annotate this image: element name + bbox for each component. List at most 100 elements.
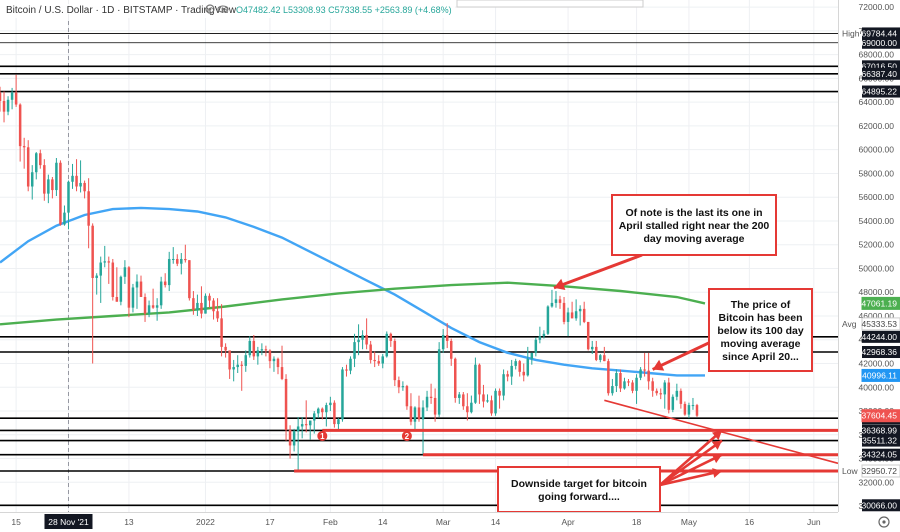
candle: [538, 326, 542, 344]
callout-text: moving average: [721, 338, 801, 350]
candle: [663, 380, 667, 409]
candle: [381, 354, 384, 369]
candle: [526, 346, 530, 377]
level-tag: [862, 434, 900, 447]
candle: [51, 177, 54, 199]
price-tag: [861, 296, 900, 310]
candle: [248, 336, 252, 358]
candle: [224, 343, 227, 358]
candle: [0, 86, 2, 112]
candle: [425, 390, 429, 412]
candle: [260, 343, 264, 356]
crosshair-date-tag: [44, 514, 93, 529]
time-axis-background: [0, 512, 900, 532]
candle: [232, 359, 235, 382]
candle: [204, 293, 207, 314]
candle: [151, 288, 155, 309]
price-tick-label: 46000.00: [859, 311, 895, 321]
candle: [373, 351, 376, 368]
chart-settings-icon[interactable]: [878, 516, 890, 528]
price-axis[interactable]: 30000.0032000.0034000.0036000.0038000.00…: [838, 0, 900, 512]
candle: [256, 346, 260, 365]
candle: [99, 256, 102, 303]
candle: [393, 338, 397, 387]
candle: [43, 159, 46, 201]
candle: [490, 395, 493, 416]
candle: [59, 160, 62, 226]
moving-average-line-2: [0, 281, 706, 326]
candle: [240, 361, 243, 391]
candle: [466, 393, 469, 421]
candle: [542, 330, 546, 339]
time-tick-label: Apr: [561, 517, 574, 527]
candle: [103, 245, 106, 268]
candle: [409, 393, 413, 426]
target-arrow: [659, 429, 723, 486]
candle: [39, 149, 42, 169]
candle: [631, 380, 634, 394]
candle: [155, 298, 159, 321]
candle: [14, 74, 18, 107]
time-axis-labels: 15 28 Nov '21 13 2022 17 Feb 14 Mar 14 Apr 18 May 16…: [11, 514, 821, 529]
candle: [188, 260, 191, 301]
candle: [300, 416, 304, 439]
level-tag-label: 42968.36: [862, 347, 898, 357]
symbol-title[interactable]: Bitcoin / U.S. Dollar · 1D · BITSTAMP · …: [6, 5, 237, 16]
candle: [313, 411, 316, 434]
moving-average-lines: [0, 206, 706, 377]
candle: [550, 289, 554, 308]
time-tick-label: Mar: [436, 517, 451, 527]
candle: [131, 283, 135, 313]
candle: [619, 369, 622, 393]
candle: [216, 298, 219, 322]
candle: [143, 293, 147, 322]
price-tick-label: 54000.00: [859, 216, 895, 226]
candle: [212, 298, 215, 320]
candle: [462, 392, 465, 410]
candle: [308, 420, 312, 440]
level-tag-label: 67016.50: [862, 61, 898, 71]
visibility-icon[interactable]: [217, 5, 229, 13]
candle: [635, 374, 638, 404]
candle: [167, 251, 171, 292]
candle: [196, 294, 199, 316]
candle: [22, 137, 26, 169]
time-tick-label: 13: [124, 517, 134, 527]
price-tag-label: 45333.53: [862, 319, 898, 329]
moving-average-line-1: [0, 206, 705, 377]
target-arrowhead: [711, 440, 722, 450]
time-tick-label: Jun: [807, 517, 821, 527]
candle: [304, 400, 308, 433]
callout-arrow: [553, 253, 643, 290]
settings-icon[interactable]: [205, 4, 215, 14]
candle: [171, 247, 175, 264]
level-tag-label: 44244.00: [862, 332, 898, 342]
candle: [687, 402, 691, 419]
candle: [83, 180, 86, 199]
candle: [26, 140, 30, 192]
time-axis[interactable]: 15 28 Nov '21 13 2022 17 Feb 14 Mar 14 Apr 18 May 16…: [0, 512, 900, 532]
candle: [482, 384, 485, 408]
candle: [91, 223, 94, 364]
candle: [200, 286, 203, 319]
candle: [252, 334, 256, 360]
candle: [268, 349, 272, 369]
candle: [675, 383, 679, 401]
candle: [87, 178, 90, 249]
time-tick-label: 2022: [196, 517, 215, 527]
candle: [228, 350, 231, 379]
level-tag: [862, 424, 900, 437]
candle: [276, 357, 280, 375]
candle: [2, 91, 6, 123]
level-tag: [862, 85, 900, 98]
candle: [643, 352, 646, 377]
level-tag: [862, 67, 900, 80]
level-tag-label: 35511.32: [862, 436, 897, 446]
level-tag-label: 30066.00: [862, 500, 898, 510]
level-tag-label: 69784.44: [862, 28, 898, 38]
callout-text: going forward....: [538, 491, 620, 503]
price-tag: [861, 317, 900, 331]
